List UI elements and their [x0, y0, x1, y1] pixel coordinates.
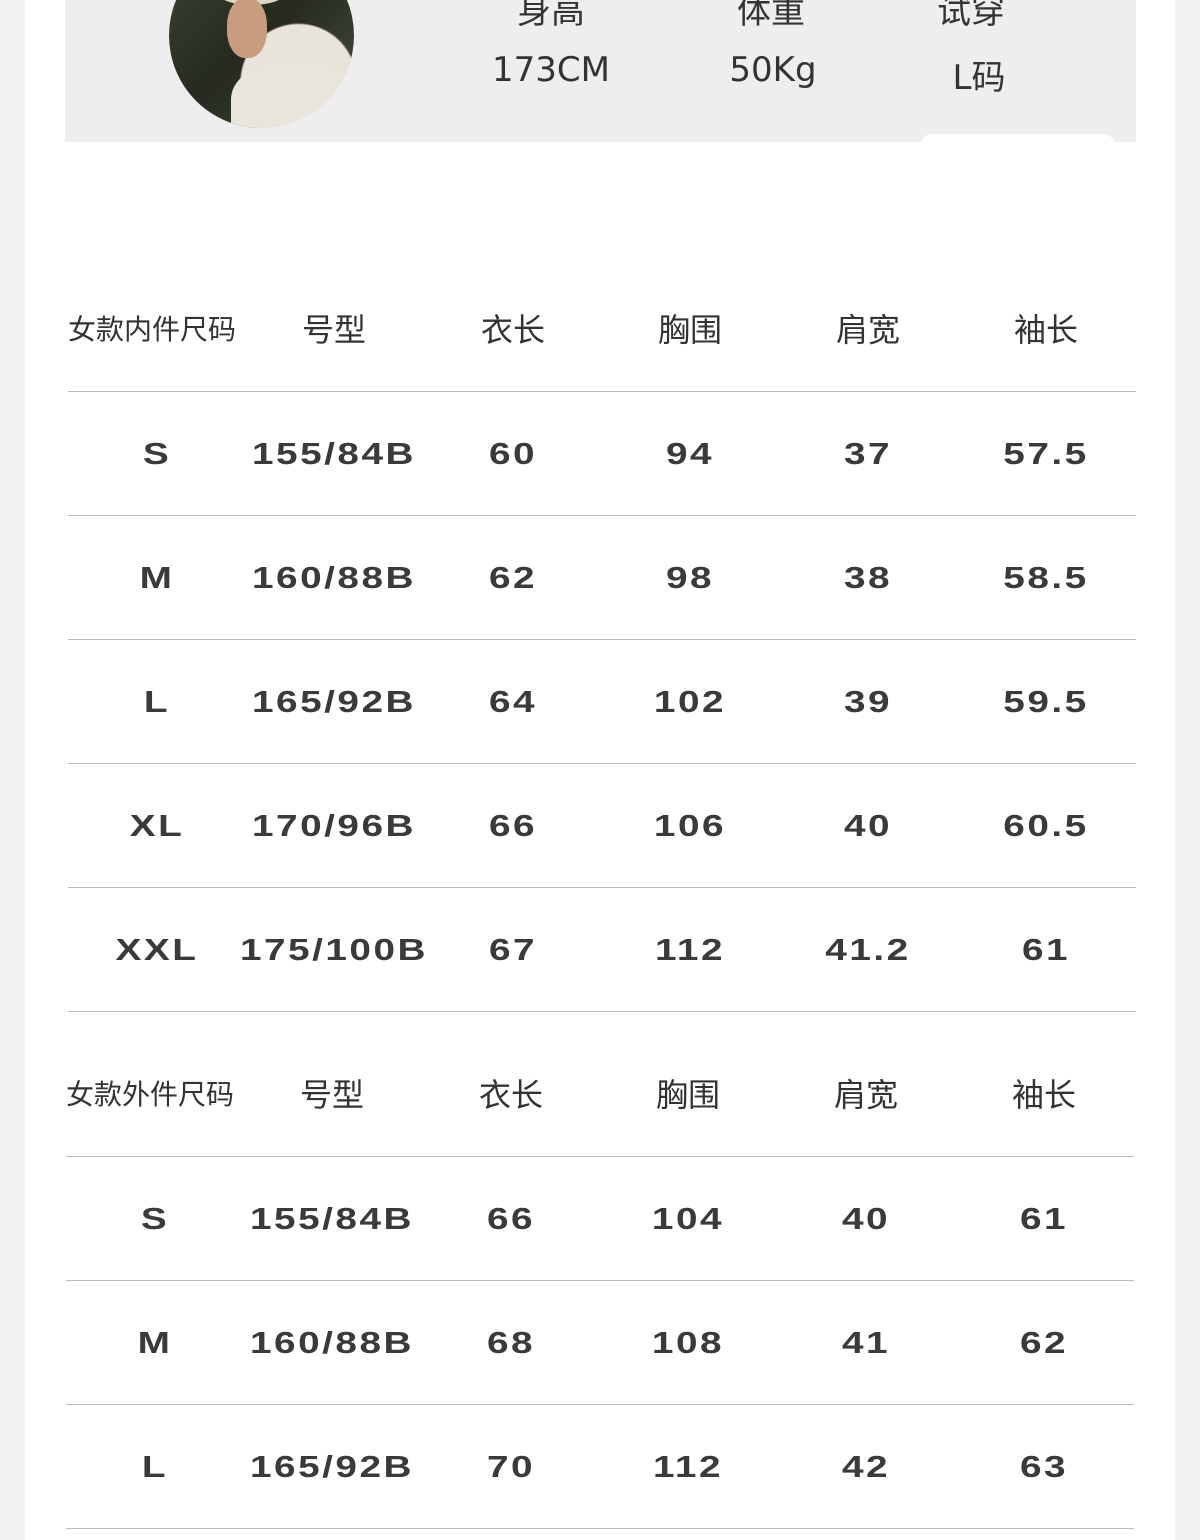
- table-cell: 37: [843, 436, 893, 471]
- table-cell: 40: [841, 1201, 891, 1236]
- table-cell: 104: [651, 1201, 725, 1236]
- table-cell: S: [140, 1201, 170, 1236]
- table-cell: XL: [129, 808, 185, 843]
- table-cell: 41: [841, 1325, 891, 1360]
- table-row: L 165/92B 70 112 42 63: [66, 1405, 1134, 1529]
- table-row: L 165/92B 64 102 39 59.5: [68, 640, 1136, 764]
- outer-size-table: 女款外件尺码 号型 衣长 胸围 肩宽 袖长 S 155/84B 66 104 40 61 M 160/88…: [66, 1033, 1134, 1529]
- column-header: 号型: [299, 1076, 364, 1114]
- fit-label: 试穿: [937, 0, 1005, 32]
- table-cell: 66: [488, 808, 538, 843]
- table-row: XL 170/96B 66 106 40 60.5: [68, 764, 1136, 888]
- height-label: 身高: [517, 0, 585, 32]
- weight-label: 体重: [737, 0, 805, 32]
- table-cell: 59.5: [1003, 684, 1089, 719]
- table-cell: M: [139, 560, 175, 595]
- table-cell: 62: [488, 560, 538, 595]
- table-row: S 155/84B 60 94 37 57.5: [68, 392, 1136, 516]
- table-header-row: 女款内件尺码 号型 衣长 胸围 肩宽 袖长: [68, 268, 1136, 392]
- table-cell: 41.2: [825, 932, 911, 967]
- table-cell: 94: [665, 436, 715, 471]
- column-header: 衣长: [480, 311, 545, 349]
- table-cell: 64: [488, 684, 538, 719]
- table-cell: 61: [1021, 932, 1071, 967]
- table-cell: 175/100B: [239, 932, 429, 967]
- table-cell: 40: [843, 808, 893, 843]
- fit-value: L码: [952, 58, 1006, 98]
- table-cell: 63: [1019, 1449, 1069, 1484]
- table-row: M 160/88B 68 108 41 62: [66, 1281, 1134, 1405]
- table-row: M 160/88B 62 98 38 58.5: [68, 516, 1136, 640]
- table-cell: 38: [843, 560, 893, 595]
- weight-value: 50Kg: [729, 50, 817, 90]
- table-row: S 155/84B 66 104 40 61: [66, 1157, 1134, 1281]
- table-cell: 58.5: [1003, 560, 1089, 595]
- table-header-row: 女款外件尺码 号型 衣长 胸围 肩宽 袖长: [66, 1033, 1134, 1157]
- table-cell: 68: [486, 1325, 536, 1360]
- column-header: 号型: [301, 311, 366, 349]
- table-cell: 155/84B: [251, 436, 417, 471]
- table-cell: M: [137, 1325, 173, 1360]
- column-header: 肩宽: [835, 311, 900, 349]
- table-cell: 62: [1019, 1325, 1069, 1360]
- table-cell: 170/96B: [251, 808, 417, 843]
- table-cell: 165/92B: [249, 1449, 415, 1484]
- table-cell: 60.5: [1003, 808, 1089, 843]
- card-tab-notch: [920, 134, 1115, 146]
- table-cell: 67: [488, 932, 538, 967]
- height-value: 173CM: [492, 50, 610, 90]
- column-header: 胸围: [657, 311, 722, 349]
- table-cell: 60: [488, 436, 538, 471]
- table-cell: 106: [653, 808, 727, 843]
- column-header: 袖长: [1013, 311, 1078, 349]
- table-row: XXL 175/100B 67 112 41.2 61: [68, 888, 1136, 1012]
- column-header: 袖长: [1011, 1076, 1076, 1114]
- column-header: 胸围: [655, 1076, 720, 1114]
- table-cell: L: [143, 684, 171, 719]
- table-cell: 39: [843, 684, 893, 719]
- table-cell: 160/88B: [251, 560, 417, 595]
- column-header: 女款内件尺码: [68, 313, 237, 346]
- content-panel: [25, 0, 1175, 1540]
- table-cell: 42: [841, 1449, 891, 1484]
- table-cell: 160/88B: [249, 1325, 415, 1360]
- column-header: 女款外件尺码: [66, 1078, 235, 1111]
- column-header: 肩宽: [833, 1076, 898, 1114]
- table-cell: 57.5: [1003, 436, 1089, 471]
- table-cell: 108: [651, 1325, 725, 1360]
- table-cell: 102: [653, 684, 727, 719]
- table-cell: 165/92B: [251, 684, 417, 719]
- table-cell: 112: [654, 932, 725, 967]
- table-cell: 70: [486, 1449, 536, 1484]
- table-cell: 66: [486, 1201, 536, 1236]
- table-cell: 98: [665, 560, 715, 595]
- table-cell: 61: [1019, 1201, 1069, 1236]
- table-cell: 112: [652, 1449, 723, 1484]
- inner-size-table: 女款内件尺码 号型 衣长 胸围 肩宽 袖长 S 155/84B 60 94 37 57.5 M 160/8…: [68, 268, 1136, 1012]
- table-cell: XXL: [115, 932, 199, 967]
- column-header: 衣长: [478, 1076, 543, 1114]
- table-cell: S: [142, 436, 172, 471]
- table-cell: 155/84B: [249, 1201, 415, 1236]
- table-cell: L: [141, 1449, 169, 1484]
